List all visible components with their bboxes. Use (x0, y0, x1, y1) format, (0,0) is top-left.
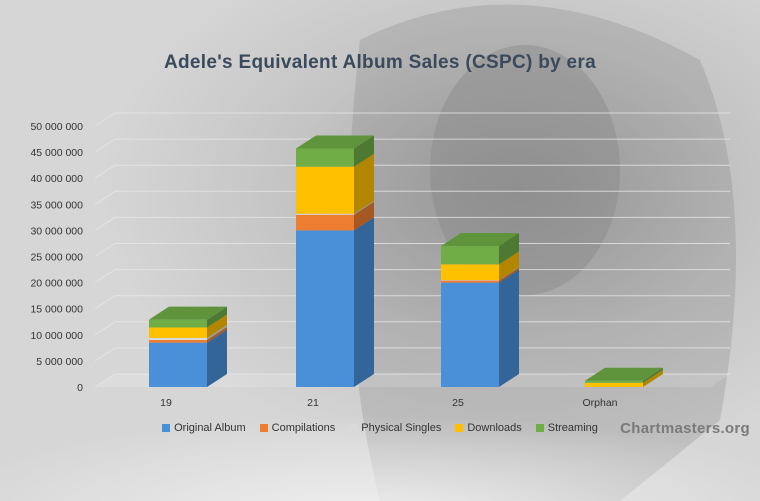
bar-segment (585, 380, 643, 383)
legend-swatch (259, 424, 268, 432)
bars (149, 135, 663, 387)
y-tick-label: 5 000 000 (36, 356, 83, 368)
bar-segment-side (207, 314, 227, 338)
legend-item: Downloads (455, 422, 522, 434)
bar-segment (296, 214, 354, 231)
bar-segment-side (643, 369, 663, 387)
y-tick-label: 30 000 000 (30, 225, 83, 237)
legend-swatch (455, 424, 464, 432)
gridline (94, 138, 730, 153)
gridline (94, 243, 730, 257)
bar-top (149, 306, 227, 320)
watermark: Chartmasters.org (620, 420, 750, 437)
x-tick-label: 19 (160, 397, 172, 409)
bar-segment (149, 337, 207, 341)
y-tick-label: 10 000 000 (30, 330, 83, 342)
bar-stack-21 (296, 135, 374, 387)
legend: Original Album Compilations Physical Singl… (0, 422, 760, 434)
gridline (94, 321, 730, 336)
legend-label: Compilations (271, 422, 336, 434)
bar-segment-side (499, 267, 519, 283)
bar-stack-25 (441, 233, 519, 387)
legend-swatch (535, 424, 544, 432)
bar-segment-side (354, 153, 374, 214)
gridline (94, 164, 730, 179)
legend-item: Physical Singles (349, 422, 441, 434)
bar-segment-side (354, 135, 374, 167)
chart-title: Adele's Equivalent Album Sales (CSPC) by… (164, 52, 596, 73)
bar-segment-side (207, 306, 227, 328)
legend-label: Downloads (467, 422, 522, 434)
y-tick-label: 20 000 000 (30, 278, 83, 290)
bar-segment (149, 342, 207, 387)
legend-label: Original Album (174, 422, 246, 434)
gridline (94, 190, 730, 205)
bar-segment (585, 382, 643, 387)
x-tick-label: 25 (452, 397, 464, 409)
bar-segment (149, 327, 207, 338)
y-tick-label: 25 000 000 (30, 252, 83, 264)
bar-segment (149, 319, 207, 328)
bar-segment (149, 340, 207, 343)
gridline (94, 295, 730, 310)
bar-segment-side (207, 329, 227, 387)
legend-swatch (349, 424, 358, 432)
bar-segment-side (499, 266, 519, 281)
bar-segment (441, 280, 499, 283)
bar-top (296, 135, 374, 149)
y-tick-label: 50 000 000 (30, 121, 83, 133)
bar-segment (296, 213, 354, 215)
bar-segment-side (499, 233, 519, 265)
bar-segment (296, 230, 354, 387)
face-shape (430, 45, 620, 295)
gridline (94, 347, 730, 362)
legend-label: Streaming (547, 422, 598, 434)
legend-swatch (162, 424, 171, 432)
bar-segment-side (207, 327, 227, 343)
legend-item: Compilations (259, 422, 336, 434)
y-axis: 0 5 000 000 10 000 000 15 000 000 20 000 000… (30, 121, 83, 394)
legend-label: Physical Singles (361, 422, 442, 434)
bar-top (441, 233, 519, 247)
gridline (94, 269, 730, 284)
gridlines (94, 112, 730, 388)
bar-segment (441, 282, 499, 387)
bar-segment (296, 166, 354, 214)
y-tick-label: 35 000 000 (30, 199, 83, 211)
bar-segment-side (354, 200, 374, 215)
legend-item: Streaming (535, 422, 598, 434)
y-tick-label: 0 (77, 382, 83, 394)
floor (95, 374, 730, 387)
bar-segment (441, 246, 499, 265)
bar-stack-19 (149, 306, 227, 387)
bar-segment-side (499, 269, 519, 387)
x-tick-label: Orphan (582, 397, 617, 409)
gridline (94, 373, 730, 388)
bar-segment-side (499, 251, 519, 280)
y-tick-label: 15 000 000 (30, 304, 83, 316)
bar-segment-side (207, 324, 227, 341)
y-tick-label: 45 000 000 (30, 147, 83, 159)
bar-segment-side (354, 201, 374, 231)
bar-segment (296, 148, 354, 167)
gridline (94, 112, 730, 127)
bar-segment-side (354, 217, 374, 387)
legend-item: Original Album (162, 422, 246, 434)
bar-top (585, 367, 663, 381)
bar-segment (441, 264, 499, 280)
bar-stack-Orphan (585, 367, 663, 387)
bar-segment (441, 279, 499, 281)
bar-segment-side (643, 367, 663, 383)
x-axis: 19 21 25 Orphan (160, 397, 618, 409)
gridline (94, 216, 730, 231)
y-tick-label: 40 000 000 (30, 173, 83, 185)
x-tick-label: 21 (307, 397, 319, 409)
